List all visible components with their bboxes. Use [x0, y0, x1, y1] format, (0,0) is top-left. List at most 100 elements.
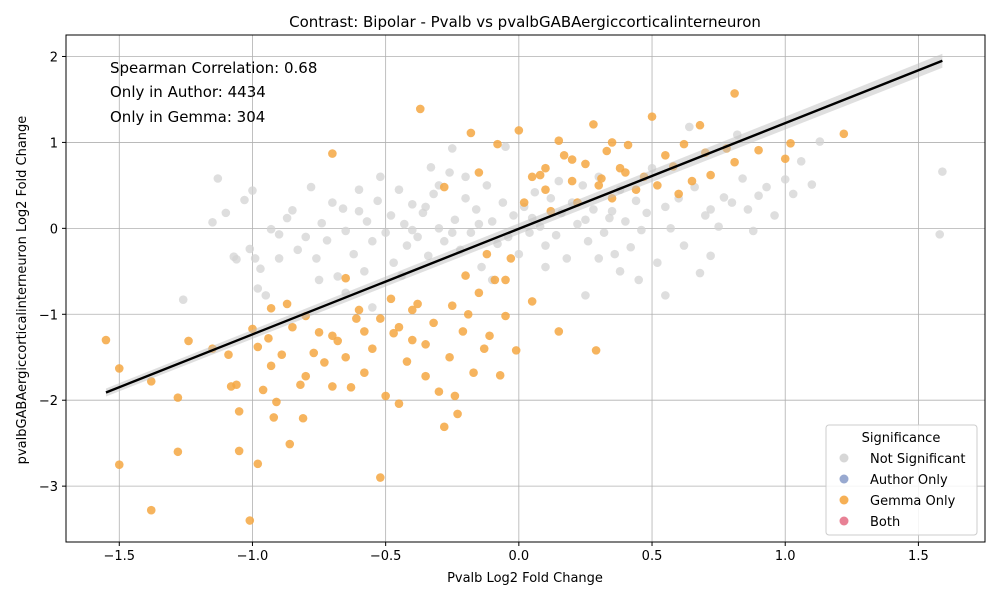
point-not-significant [328, 198, 337, 207]
point-not-significant [240, 195, 249, 205]
point-gemma-only [301, 371, 311, 381]
point-gemma-only [754, 145, 763, 155]
point-not-significant [780, 175, 790, 184]
plot-frame [65, 34, 986, 543]
point-not-significant [610, 249, 620, 259]
point-not-significant [461, 172, 470, 182]
point-not-significant [386, 211, 396, 220]
point-not-significant [266, 224, 276, 234]
y-axis-ticks: −3 −2 −1 0 1 2 [39, 50, 66, 495]
point-not-significant [626, 242, 636, 252]
y-tick-label: 0 [50, 222, 58, 237]
point-gemma-only [234, 446, 244, 456]
point-gemma-only [224, 350, 233, 359]
point-gemma-only [258, 385, 268, 395]
point-not-significant [333, 272, 343, 281]
point-not-significant [389, 258, 398, 268]
point-gemma-only [591, 346, 601, 355]
point-not-significant [213, 174, 223, 183]
x-tick-label: −1.0 [237, 549, 269, 564]
point-not-significant [482, 181, 492, 190]
point-gemma-only [146, 505, 156, 515]
point-gemma-only [439, 422, 449, 432]
point-not-significant [354, 185, 364, 194]
point-gemma-only [328, 331, 337, 341]
point-not-significant [301, 232, 311, 242]
regression-line-group [105, 59, 943, 394]
point-not-significant [250, 254, 260, 263]
point-gemma-only [341, 352, 350, 362]
point-gemma-only [453, 409, 462, 419]
point-not-significant [541, 262, 550, 272]
point-not-significant [221, 208, 231, 218]
point-not-significant [322, 236, 332, 245]
point-gemma-only [474, 168, 484, 177]
point-not-significant [261, 291, 271, 300]
point-not-significant [551, 230, 561, 240]
point-not-significant [407, 225, 417, 235]
point-not-significant [748, 226, 758, 236]
point-gemma-only [495, 370, 505, 380]
point-not-significant [581, 291, 590, 300]
point-not-significant [583, 236, 593, 246]
point-not-significant [770, 211, 779, 220]
point-gemma-only [490, 275, 500, 285]
point-not-significant [434, 224, 444, 233]
point-not-significant [719, 193, 729, 202]
point-gemma-only [695, 120, 705, 130]
point-gemma-only [352, 314, 361, 323]
point-gemma-only [114, 460, 124, 469]
point-not-significant [546, 193, 556, 203]
point-not-significant [727, 198, 737, 207]
point-gemma-only [535, 170, 545, 180]
point-gemma-only [485, 331, 494, 341]
point-gemma-only [346, 383, 356, 392]
point-not-significant [554, 176, 564, 186]
x-tick-label: −0.5 [370, 549, 402, 564]
x-tick-label: 0.0 [508, 549, 529, 564]
point-gemma-only [687, 176, 697, 186]
point-not-significant [282, 213, 292, 223]
point-gemma-only [479, 344, 489, 353]
point-not-significant [447, 228, 457, 237]
point-not-significant [631, 196, 641, 206]
point-not-significant [666, 224, 675, 233]
point-gemma-only [501, 311, 510, 321]
point-gemma-only [602, 146, 612, 156]
point-gemma-only [429, 318, 438, 328]
point-not-significant [701, 211, 710, 220]
point-not-significant [541, 241, 550, 250]
point-not-significant [706, 205, 715, 214]
point-gemma-only [234, 407, 244, 416]
point-gemma-only [780, 154, 790, 164]
point-not-significant [706, 251, 715, 261]
point-not-significant [599, 228, 609, 237]
point-not-significant [362, 217, 372, 226]
point-not-significant [679, 241, 689, 250]
point-not-significant [607, 206, 617, 216]
chart-title: Contrast: Bipolar - Pvalb vs pvalbGABAer… [289, 13, 761, 31]
point-not-significant [341, 226, 350, 236]
y-tick-label: −2 [39, 394, 58, 409]
legend-label-not-significant: Not Significant [870, 452, 966, 467]
point-gemma-only [839, 129, 849, 139]
point-gemma-only [264, 334, 273, 343]
point-not-significant [360, 267, 369, 276]
point-gemma-only [253, 342, 263, 352]
point-gemma-only [341, 273, 350, 283]
x-axis-ticks: −1.5 −1.0 −0.5 0.0 0.5 1.0 1.5 [103, 542, 929, 564]
point-gemma-only [706, 170, 715, 180]
point-not-significant [594, 254, 604, 263]
point-gemma-only [450, 391, 460, 401]
point-gemma-only [232, 380, 241, 390]
legend-title: Significance [862, 431, 941, 446]
point-not-significant [514, 249, 524, 259]
point-gemma-only [266, 303, 276, 313]
point-gemma-only [514, 126, 524, 135]
point-gemma-only [421, 371, 430, 381]
point-not-significant [661, 291, 670, 300]
point-gemma-only [469, 368, 478, 378]
point-gemma-only [314, 328, 324, 337]
legend-marker-not-significant [839, 453, 849, 463]
point-gemma-only [461, 271, 470, 280]
